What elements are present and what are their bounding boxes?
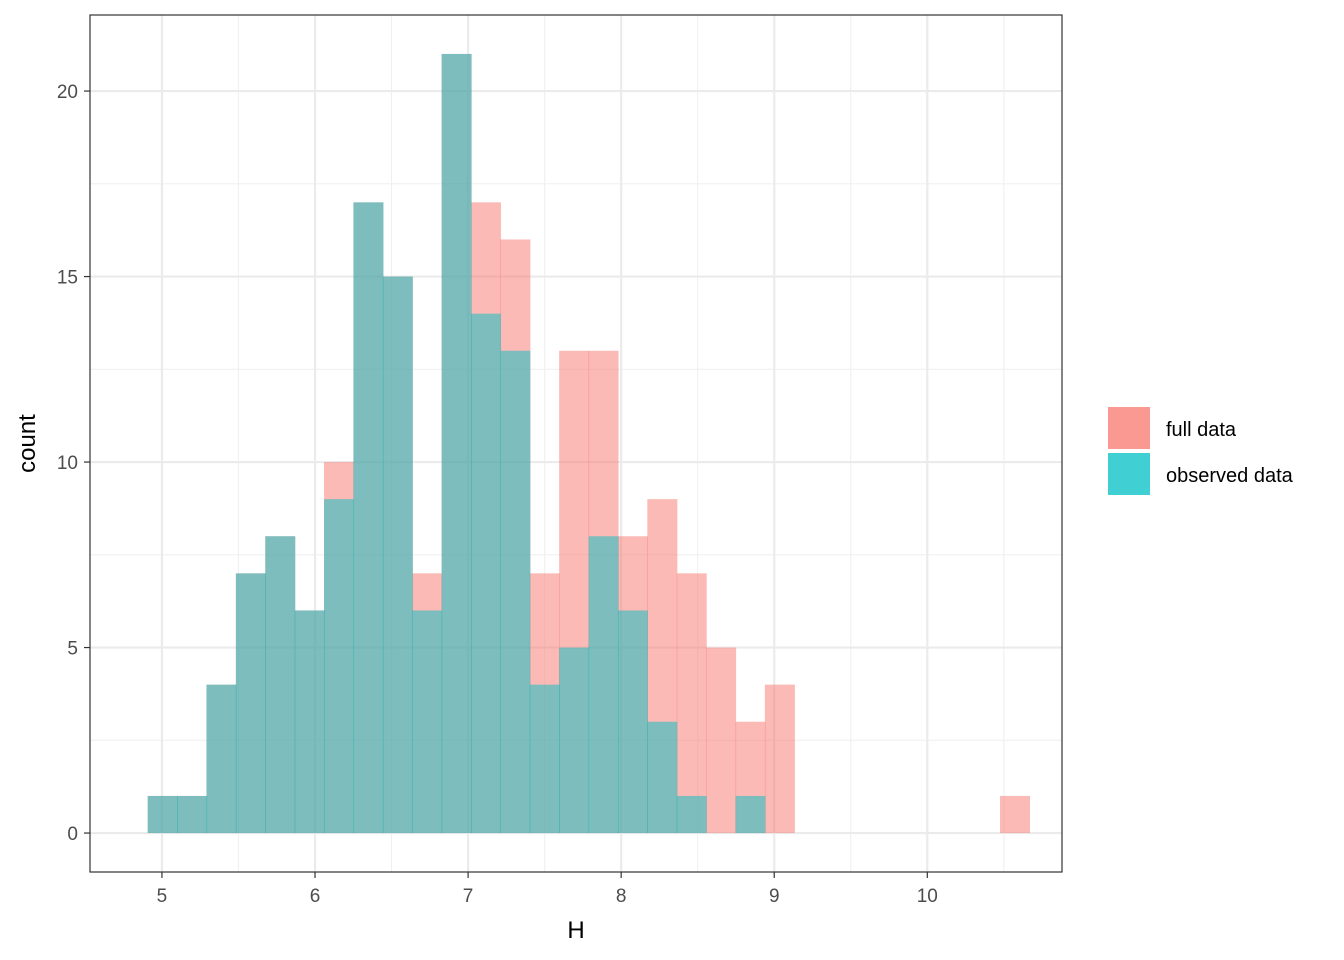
legend-label: full data	[1166, 419, 1237, 441]
observed-data-bars	[147, 53, 766, 834]
x-axis-ticks: 5 6 7 8 9 10	[157, 872, 938, 907]
x-axis-title: H	[567, 917, 584, 944]
observed-data-bar	[324, 499, 355, 834]
y-axis-title: count	[14, 414, 41, 473]
observed-data-bar	[382, 276, 413, 834]
observed-data-bar	[412, 610, 443, 834]
observed-data-bar	[647, 721, 678, 834]
legend-key	[1108, 453, 1150, 495]
full-data-bar	[676, 573, 707, 834]
observed-data-bar	[265, 536, 296, 834]
x-tick-label: 6	[310, 886, 321, 907]
legend-label: observed data	[1166, 465, 1294, 487]
x-tick-label: 5	[157, 886, 168, 907]
panel-border	[89, 14, 1063, 873]
observed-data-bar	[147, 795, 178, 834]
observed-data-bar	[588, 536, 619, 834]
observed-data-bar	[617, 610, 648, 834]
observed-data-bar	[177, 795, 208, 834]
full-data-bar	[764, 684, 795, 834]
y-tick-label: 5	[67, 639, 78, 660]
x-tick-label: 9	[769, 886, 780, 907]
full-data-bar	[1000, 795, 1030, 834]
observed-data-bar	[470, 313, 501, 834]
observed-data-bar	[353, 202, 384, 834]
legend-key	[1108, 407, 1150, 449]
observed-data-bar	[735, 795, 766, 834]
observed-data-bar	[559, 647, 590, 834]
x-tick-label: 7	[463, 886, 474, 907]
observed-data-bar	[206, 684, 237, 834]
y-axis-ticks: 0 5 10 15 20	[57, 82, 90, 845]
observed-data-bar	[441, 53, 472, 834]
observed-data-bar	[529, 684, 560, 834]
observed-data-bar	[500, 350, 531, 834]
observed-data-bar	[294, 610, 325, 834]
legend: full data observed data	[1108, 407, 1294, 495]
y-tick-label: 15	[57, 268, 78, 289]
y-tick-label: 20	[57, 82, 78, 103]
observed-data-bar	[235, 573, 266, 834]
x-tick-label: 10	[917, 886, 938, 907]
observed-data-bar	[676, 795, 707, 834]
full-data-bar	[706, 647, 737, 834]
y-tick-label: 10	[57, 453, 78, 474]
y-tick-label: 0	[67, 824, 78, 845]
x-tick-label: 8	[616, 886, 627, 907]
